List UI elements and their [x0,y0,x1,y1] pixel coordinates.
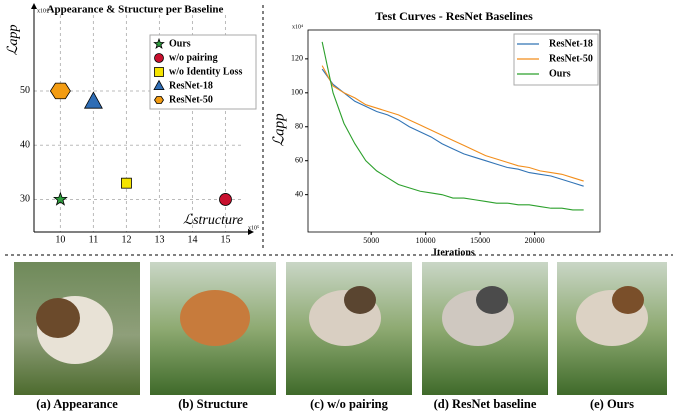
x-axis-label: Iterations [433,247,475,258]
x-tick-label: 20000 [525,236,545,245]
y-tick-label: 100 [291,88,303,97]
x-tick-label: 13 [154,234,164,245]
x-tick-label: 14 [187,234,197,245]
panel-caption: (c) w/o pairing [310,397,389,411]
y-axis-label: ℒapp [6,24,21,55]
series-line [322,69,583,186]
panel-caption: (b) Structure [178,397,248,411]
dog [180,290,250,346]
chart-title: Appearance & Structure per Baseline [47,4,224,16]
x-tick-label: 11 [89,234,99,245]
dog [476,286,508,314]
y-tick-label: 30 [20,194,30,205]
y-tick-label: 50 [20,85,30,96]
panel-caption: (e) Ours [590,397,634,411]
figure: Appearance & Structure per Baseline 10 11 1… [0,0,678,413]
marker [50,83,70,99]
y-tick-label: 120 [291,54,303,63]
legend-marker [155,54,164,63]
x-tick-label: 12 [121,234,131,245]
marker [121,178,131,188]
y-axis-multiplier: x10⁴ [292,24,303,30]
y-tick-label: 40 [20,139,30,150]
legend-marker [155,96,164,103]
legend-label: Ours [549,68,571,79]
marker [85,92,103,108]
legend-label: ResNet-18 [169,80,213,91]
dog [612,286,644,314]
legend-label: ResNet-50 [549,53,593,64]
x-tick-label: 15000 [470,236,490,245]
y-tick-label: 40 [295,189,303,198]
legend-marker [155,68,164,77]
x-tick-label: 15 [220,234,230,245]
legend-label: Ours [169,38,191,49]
x-axis-label: ℒstructure [183,213,243,228]
legend-label: ResNet-50 [169,94,213,105]
legend-label: w/o Identity Loss [169,66,242,77]
dog [36,298,80,338]
dog [344,286,376,314]
chart-title: Test Curves - ResNet Baselines [375,9,533,23]
x-tick-label: 5000 [363,236,379,245]
y-axis-multiplier: x10⁴ [37,8,48,14]
legend-label: ResNet-18 [549,38,593,49]
x-tick-label: 10000 [416,236,436,245]
y-axis-label: ℒapp [271,113,287,147]
y-tick-label: 60 [295,156,303,165]
legend-label: w/o pairing [169,52,218,63]
x-tick-label: 10 [55,234,65,245]
x-axis-multiplier: x10⁵ [248,225,259,231]
panel-caption: (a) Appearance [36,397,118,411]
panel-caption: (d) ResNet baseline [434,397,537,411]
photo-panels [14,262,667,395]
y-tick-label: 80 [295,122,303,131]
marker [219,193,231,205]
